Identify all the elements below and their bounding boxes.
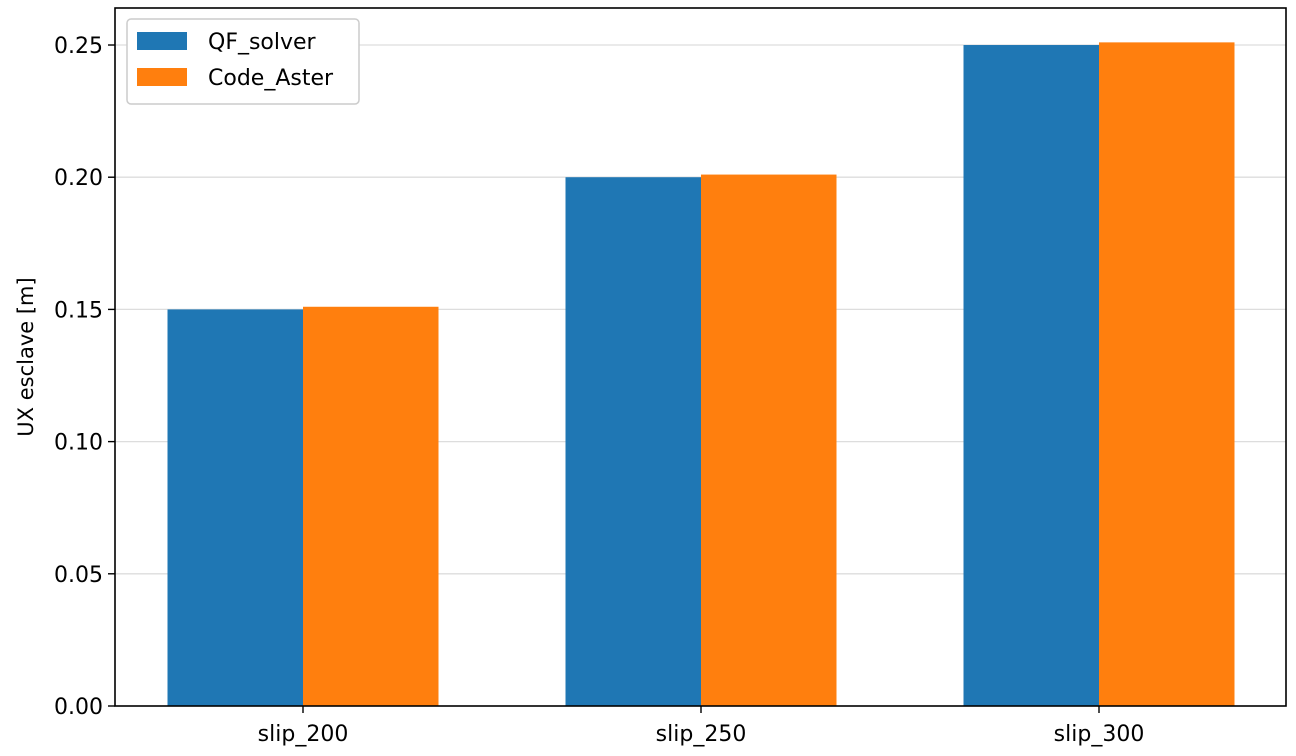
legend-swatch [137,32,187,50]
bar-Code_Aster-slip_200 [303,306,439,706]
legend-swatch [137,68,187,86]
bar-QF_solver-slip_200 [167,309,303,706]
legend: QF_solver Code_Aster [126,18,360,105]
y-axis-label: UX esclave [m] [14,277,38,436]
y-tick-label: 0.10 [54,431,103,456]
x-tick-label: slip_300 [1054,722,1145,747]
y-tick-label: 0.15 [54,298,103,323]
bars [167,42,1235,707]
x-axis-ticks: slip_200 slip_250 slip_300 [258,706,1145,747]
bar-QF_solver-slip_300 [963,45,1099,707]
legend-label: QF_solver [208,30,317,55]
y-tick-label: 0.00 [54,695,103,720]
bar-Code_Aster-slip_250 [701,174,837,706]
bar-QF_solver-slip_250 [565,177,701,706]
y-tick-label: 0.05 [54,563,103,588]
x-tick-label: slip_250 [656,722,747,747]
bar-Code_Aster-slip_300 [1099,42,1235,706]
y-axis-ticks: 0.00 0.05 0.10 0.15 0.20 0.25 [54,34,115,720]
x-tick-label: slip_200 [258,722,349,747]
y-tick-label: 0.25 [54,34,103,59]
y-tick-label: 0.20 [54,166,103,191]
legend-label: Code_Aster [208,66,334,91]
